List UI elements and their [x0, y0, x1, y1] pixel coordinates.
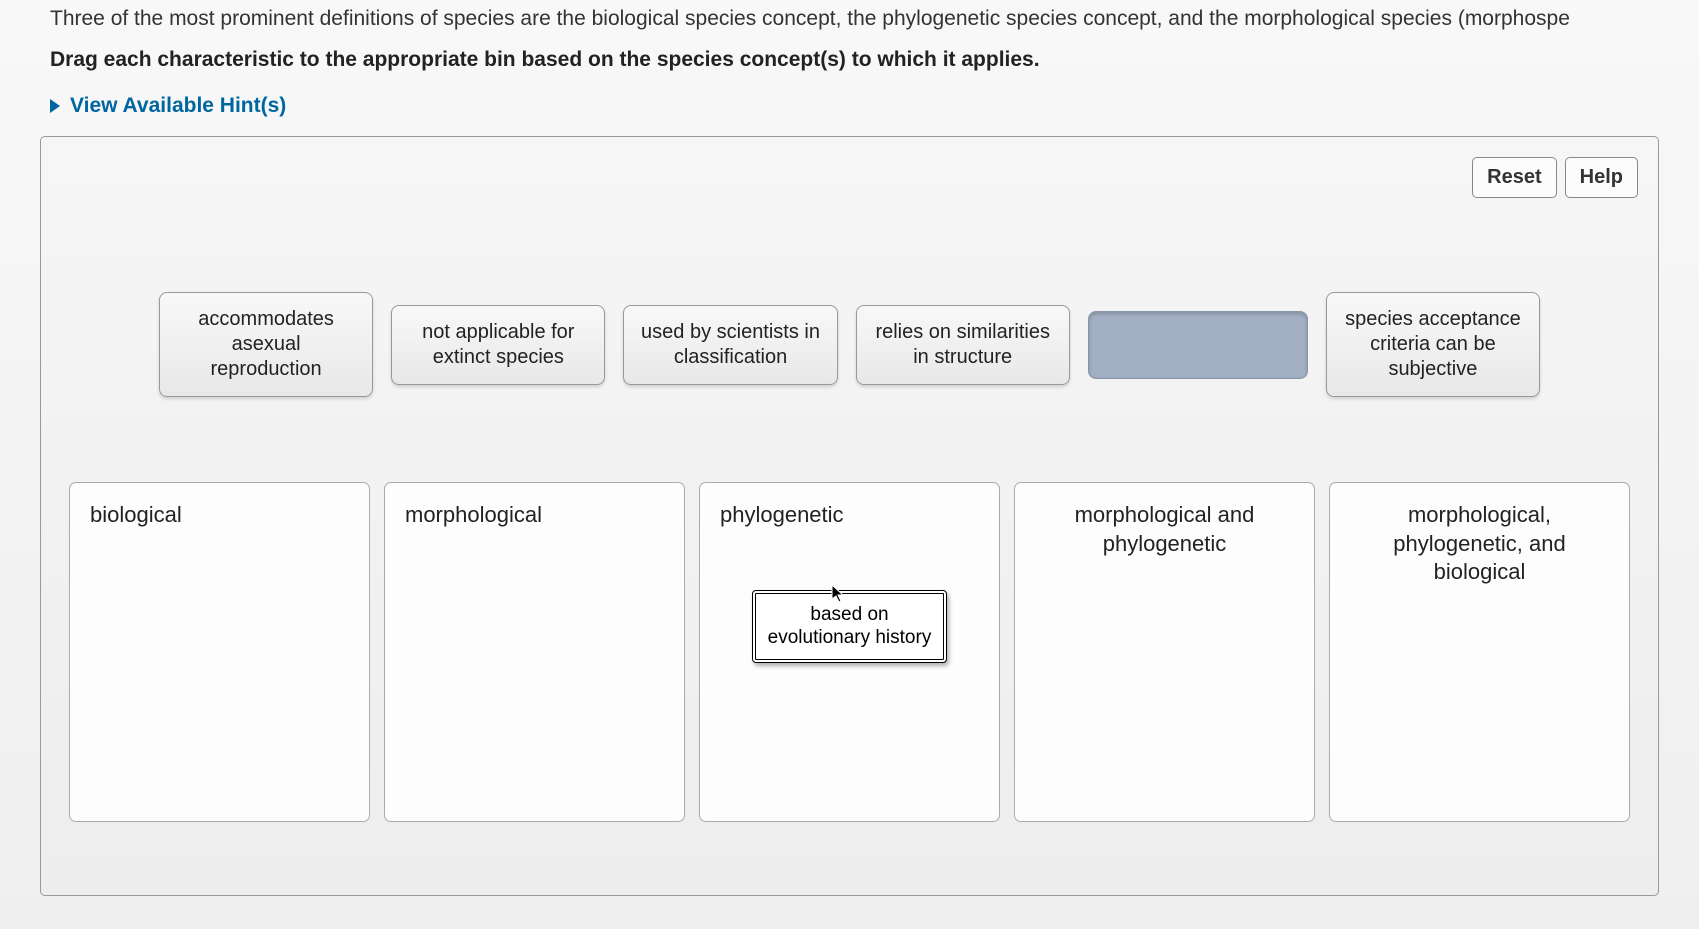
bins-row: biological morphological phylogenetic ba… [59, 482, 1640, 822]
cursor-icon [831, 584, 847, 610]
dropped-draggable[interactable]: based on evolutionary history [752, 590, 947, 664]
view-hints-link[interactable]: View Available Hint(s) [0, 82, 1699, 136]
bin-biological[interactable]: biological [69, 482, 370, 822]
draggable-item-5[interactable]: species acceptance criteria can be subje… [1326, 292, 1540, 397]
draggable-row: accommodates asexual reproduction not ap… [59, 292, 1640, 397]
draggable-item-1[interactable]: not applicable for extinct species [391, 305, 605, 385]
workspace-buttons: Reset Help [1472, 157, 1638, 198]
draggable-item-2[interactable]: used by scientists in classification [623, 305, 837, 385]
bin-label-0: biological [80, 501, 359, 530]
intro-paragraph: Three of the most prominent definitions … [0, 0, 1699, 40]
instruction-text: Drag each characteristic to the appropri… [0, 40, 1699, 82]
bin-morph-phylo[interactable]: morphological and phylogenetic [1014, 482, 1315, 822]
draggable-item-0[interactable]: accommodates asexual reproduction [159, 292, 373, 397]
bin-label-2: phylogenetic [710, 501, 989, 530]
bin-label-1: morphological [395, 501, 674, 530]
reset-button[interactable]: Reset [1472, 157, 1556, 198]
bin-label-4: morphological, phylogenetic, and biologi… [1340, 501, 1619, 587]
help-button[interactable]: Help [1565, 157, 1638, 198]
bin-phylogenetic[interactable]: phylogenetic based on evolutionary histo… [699, 482, 1000, 822]
draggable-item-3[interactable]: relies on similarities in structure [856, 305, 1070, 385]
dropped-label: based on evolutionary history [768, 604, 932, 648]
drag-drop-workspace: Reset Help accommodates asexual reproduc… [40, 136, 1659, 896]
bin-all-three[interactable]: morphological, phylogenetic, and biologi… [1329, 482, 1630, 822]
empty-draggable-slot [1088, 311, 1308, 379]
hints-label: View Available Hint(s) [70, 94, 286, 118]
bin-content-2: based on evolutionary history [710, 590, 989, 664]
triangle-icon [50, 99, 60, 113]
bin-label-3: morphological and phylogenetic [1025, 501, 1304, 558]
bin-morphological[interactable]: morphological [384, 482, 685, 822]
